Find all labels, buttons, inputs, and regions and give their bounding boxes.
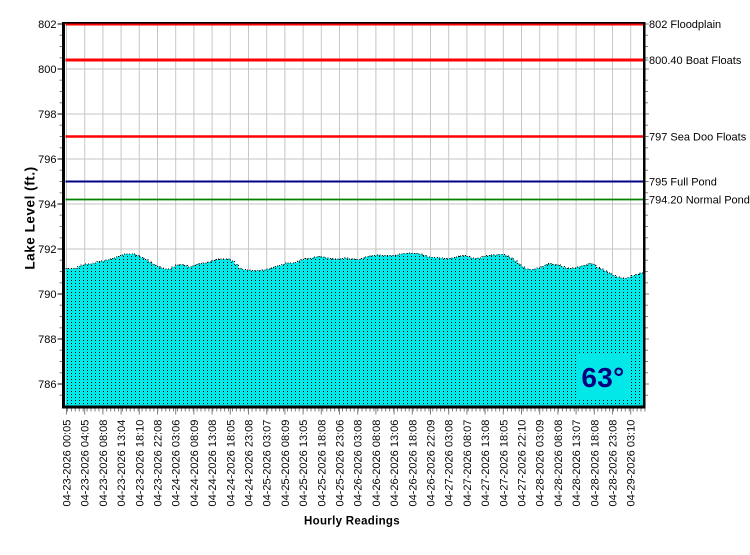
svg-text:788: 788 (38, 334, 56, 346)
svg-text:790: 790 (38, 289, 56, 301)
svg-text:04-25-2026 03:07: 04-25-2026 03:07 (262, 420, 274, 507)
svg-text:Hourly Readings: Hourly Readings (304, 516, 400, 528)
svg-text:802: 802 (38, 19, 56, 31)
svg-text:04-26-2026 03:08: 04-26-2026 03:08 (353, 420, 365, 507)
svg-text:794: 794 (38, 199, 56, 211)
svg-text:794.20 Normal Pond: 794.20 Normal Pond (649, 195, 750, 207)
svg-text:04-26-2026 08:08: 04-26-2026 08:08 (371, 420, 383, 507)
svg-text:04-23-2026 18:10: 04-23-2026 18:10 (134, 420, 146, 507)
svg-text:04-28-2026 13:07: 04-28-2026 13:07 (571, 420, 583, 507)
svg-text:800: 800 (38, 64, 56, 76)
svg-text:63°: 63° (581, 362, 624, 393)
svg-text:04-28-2026 18:08: 04-28-2026 18:08 (589, 420, 601, 507)
svg-text:798: 798 (38, 109, 56, 121)
svg-text:04-24-2026 03:06: 04-24-2026 03:06 (171, 420, 183, 507)
svg-text:04-25-2026 18:08: 04-25-2026 18:08 (316, 420, 328, 507)
svg-text:04-29-2026 03:10: 04-29-2026 03:10 (626, 420, 638, 507)
svg-text:04-23-2026 04:05: 04-23-2026 04:05 (80, 420, 92, 507)
svg-text:04-27-2026 08:07: 04-27-2026 08:07 (462, 420, 474, 507)
svg-text:796: 796 (38, 154, 56, 166)
svg-text:04-25-2026 08:09: 04-25-2026 08:09 (280, 420, 292, 507)
svg-text:04-28-2026 08:08: 04-28-2026 08:08 (553, 420, 565, 507)
svg-text:Lake Level (ft.): Lake Level (ft.) (23, 166, 38, 269)
svg-text:04-24-2026 13:08: 04-24-2026 13:08 (207, 420, 219, 507)
svg-text:04-23-2026 00:05: 04-23-2026 00:05 (62, 420, 74, 507)
svg-text:04-27-2026 22:10: 04-27-2026 22:10 (517, 420, 529, 507)
svg-text:802 Floodplain: 802 Floodplain (649, 19, 721, 31)
svg-text:04-24-2026 23:08: 04-24-2026 23:08 (244, 420, 256, 507)
svg-text:04-28-2026 03:09: 04-28-2026 03:09 (535, 420, 547, 507)
svg-text:800.40 Boat Floats: 800.40 Boat Floats (649, 55, 742, 67)
svg-text:786: 786 (38, 379, 56, 391)
svg-text:04-27-2026 03:08: 04-27-2026 03:08 (444, 420, 456, 507)
svg-text:04-25-2026 13:05: 04-25-2026 13:05 (298, 420, 310, 507)
svg-text:04-24-2026 18:05: 04-24-2026 18:05 (225, 420, 237, 507)
svg-text:795 Full Pond: 795 Full Pond (649, 177, 717, 189)
svg-text:04-27-2026 18:05: 04-27-2026 18:05 (498, 420, 510, 507)
svg-text:04-23-2026 22:08: 04-23-2026 22:08 (153, 420, 165, 507)
svg-text:04-25-2026 23:06: 04-25-2026 23:06 (335, 420, 347, 507)
svg-text:04-26-2026 22:09: 04-26-2026 22:09 (426, 420, 438, 507)
svg-text:04-28-2026 23:08: 04-28-2026 23:08 (608, 420, 620, 507)
svg-text:04-23-2026 08:08: 04-23-2026 08:08 (98, 420, 110, 507)
svg-text:04-23-2026 13:04: 04-23-2026 13:04 (116, 420, 128, 507)
svg-text:04-26-2026 18:08: 04-26-2026 18:08 (407, 420, 419, 507)
svg-text:04-27-2026 13:08: 04-27-2026 13:08 (480, 420, 492, 507)
svg-text:04-26-2026 13:06: 04-26-2026 13:06 (389, 420, 401, 507)
svg-text:04-24-2026 08:09: 04-24-2026 08:09 (189, 420, 201, 507)
svg-text:797 Sea Doo Floats: 797 Sea Doo Floats (649, 132, 747, 144)
svg-text:792: 792 (38, 244, 56, 256)
